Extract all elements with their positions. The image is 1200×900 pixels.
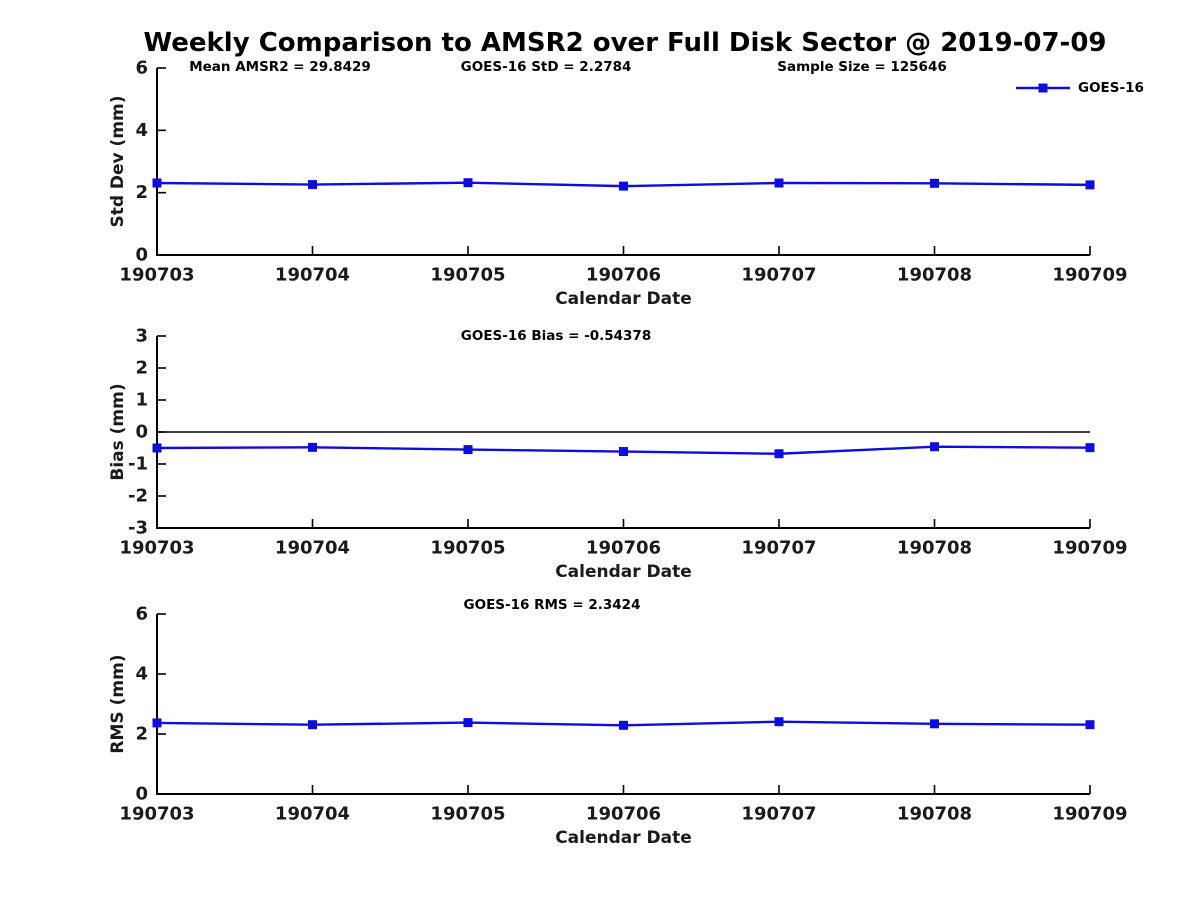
subplot-bias: -3 -2 -1 0 1 2 3 190703 190704 190705 190706 190707… [108, 326, 1128, 583]
legend: GOES-16 [1016, 80, 1144, 96]
x-tick-label: 190707 [741, 804, 816, 825]
y-tick-label: 4 [135, 120, 148, 141]
data-point-marker [930, 442, 939, 452]
x-tick-label: 190708 [897, 804, 972, 825]
y-tick-label: 2 [135, 724, 148, 745]
subplot-annotation: Mean AMSR2 = 29.8429 [189, 59, 371, 75]
data-point-marker [619, 720, 628, 730]
data-point-marker [152, 718, 162, 728]
data-point-marker [774, 717, 784, 727]
y-axis-label: RMS (mm) [108, 654, 128, 753]
x-tick-label: 190703 [119, 265, 194, 286]
data-point-marker [930, 719, 939, 729]
x-tick-label: 190705 [430, 538, 505, 559]
subplot-annotation: GOES-16 Bias = -0.54378 [461, 328, 651, 344]
data-point-marker [774, 449, 784, 459]
data-point-marker [619, 181, 628, 191]
x-axis-label: Calendar Date [555, 562, 692, 582]
data-point-marker [152, 178, 162, 188]
legend-marker [1038, 83, 1048, 93]
x-tick-label: 190704 [275, 538, 350, 559]
x-tick-label: 190705 [430, 265, 505, 286]
data-point-marker [463, 178, 473, 188]
subplot-annotation: GOES-16 StD = 2.2784 [461, 59, 632, 75]
y-tick-label: 4 [135, 664, 148, 685]
data-point-marker [308, 720, 317, 730]
data-point-marker [619, 447, 628, 457]
subplot-std-dev: 0 2 4 6 190703 190704 190705 190706 190707 190708… [108, 58, 1144, 310]
x-tick-label: 190708 [897, 538, 972, 559]
y-tick-label: 6 [135, 604, 148, 625]
data-point-marker [463, 445, 473, 455]
data-point-marker [308, 180, 317, 190]
data-point-marker [774, 178, 784, 188]
x-axis-label: Calendar Date [555, 289, 692, 309]
data-point-marker [1085, 180, 1095, 190]
data-point-marker [930, 178, 939, 188]
data-point-marker [1085, 443, 1095, 453]
data-point-marker [1085, 720, 1095, 730]
x-tick-label: 190707 [741, 265, 816, 286]
x-tick-label: 190708 [897, 265, 972, 286]
legend-label: GOES-16 [1078, 80, 1144, 96]
y-axis-label: Bias (mm) [108, 383, 128, 480]
subplot-annotation: Sample Size = 125646 [777, 59, 946, 75]
y-tick-label: 0 [135, 784, 148, 805]
y-tick-label: 6 [135, 58, 148, 79]
subplot-rms: 0 2 4 6 190703 190704 190705 190706 190707 190708… [108, 597, 1128, 848]
figure-title: Weekly Comparison to AMSR2 over Full Dis… [143, 28, 1107, 58]
x-tick-label: 190703 [119, 538, 194, 559]
y-tick-label: -1 [128, 454, 148, 475]
x-tick-label: 190703 [119, 804, 194, 825]
y-tick-label: 2 [135, 182, 148, 203]
y-axis-label: Std Dev (mm) [108, 95, 128, 227]
y-tick-label: 0 [135, 245, 148, 266]
x-tick-label: 190704 [275, 804, 350, 825]
x-tick-label: 190706 [586, 538, 661, 559]
data-point-marker [463, 718, 473, 728]
x-tick-label: 190704 [275, 265, 350, 286]
x-tick-label: 190709 [1052, 804, 1127, 825]
y-tick-label: 1 [135, 390, 148, 411]
x-tick-label: 190707 [741, 538, 816, 559]
y-tick-label: 2 [135, 358, 148, 379]
subplot-annotation: GOES-16 RMS = 2.3424 [464, 597, 641, 613]
x-axis-label: Calendar Date [555, 828, 692, 848]
x-tick-label: 190709 [1052, 265, 1127, 286]
data-point-marker [152, 443, 162, 453]
y-tick-label: 3 [135, 326, 148, 347]
y-tick-label: -2 [128, 486, 148, 507]
y-tick-label: 0 [135, 422, 148, 443]
x-tick-label: 190706 [586, 265, 661, 286]
x-tick-label: 190706 [586, 804, 661, 825]
y-tick-label: -3 [128, 518, 148, 539]
data-point-marker [308, 442, 317, 452]
x-tick-label: 190705 [430, 804, 505, 825]
x-tick-label: 190709 [1052, 538, 1127, 559]
